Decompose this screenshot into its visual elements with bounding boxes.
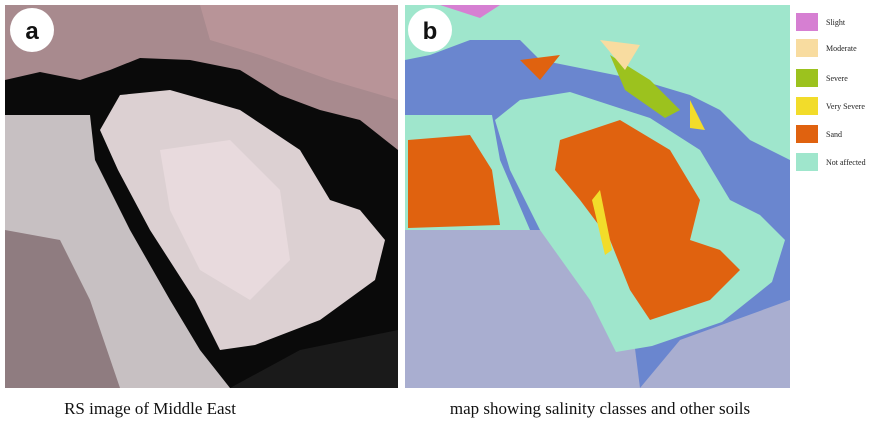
satellite-image xyxy=(5,5,398,388)
legend-swatch xyxy=(796,125,818,143)
legend-label: Slight xyxy=(826,18,846,27)
legend-swatch xyxy=(796,97,818,115)
caption: map showing salinity classes and other s… xyxy=(450,399,750,418)
legend-label: Severe xyxy=(826,74,848,83)
salinity-map xyxy=(405,5,790,388)
figure: a b Slight Moderate Severe Very Severe Sand N… xyxy=(0,0,892,424)
legend-label: Very Severe xyxy=(826,102,865,111)
legend-label: Moderate xyxy=(826,44,857,53)
legend-label: Not affected xyxy=(826,158,866,167)
legend-label: Sand xyxy=(826,130,842,139)
legend-swatch xyxy=(796,13,818,31)
legend-swatch xyxy=(796,69,818,87)
panel-label: b xyxy=(423,18,438,45)
caption: RS image of Middle East xyxy=(64,399,236,418)
panel-label: a xyxy=(25,18,39,45)
panel-label-badge: b xyxy=(408,8,452,52)
legend: Slight Moderate Severe Very Severe Sand Not a… xyxy=(796,13,866,171)
legend-swatch xyxy=(796,39,818,57)
legend-swatch xyxy=(796,153,818,171)
panel-label-badge: a xyxy=(10,8,54,52)
